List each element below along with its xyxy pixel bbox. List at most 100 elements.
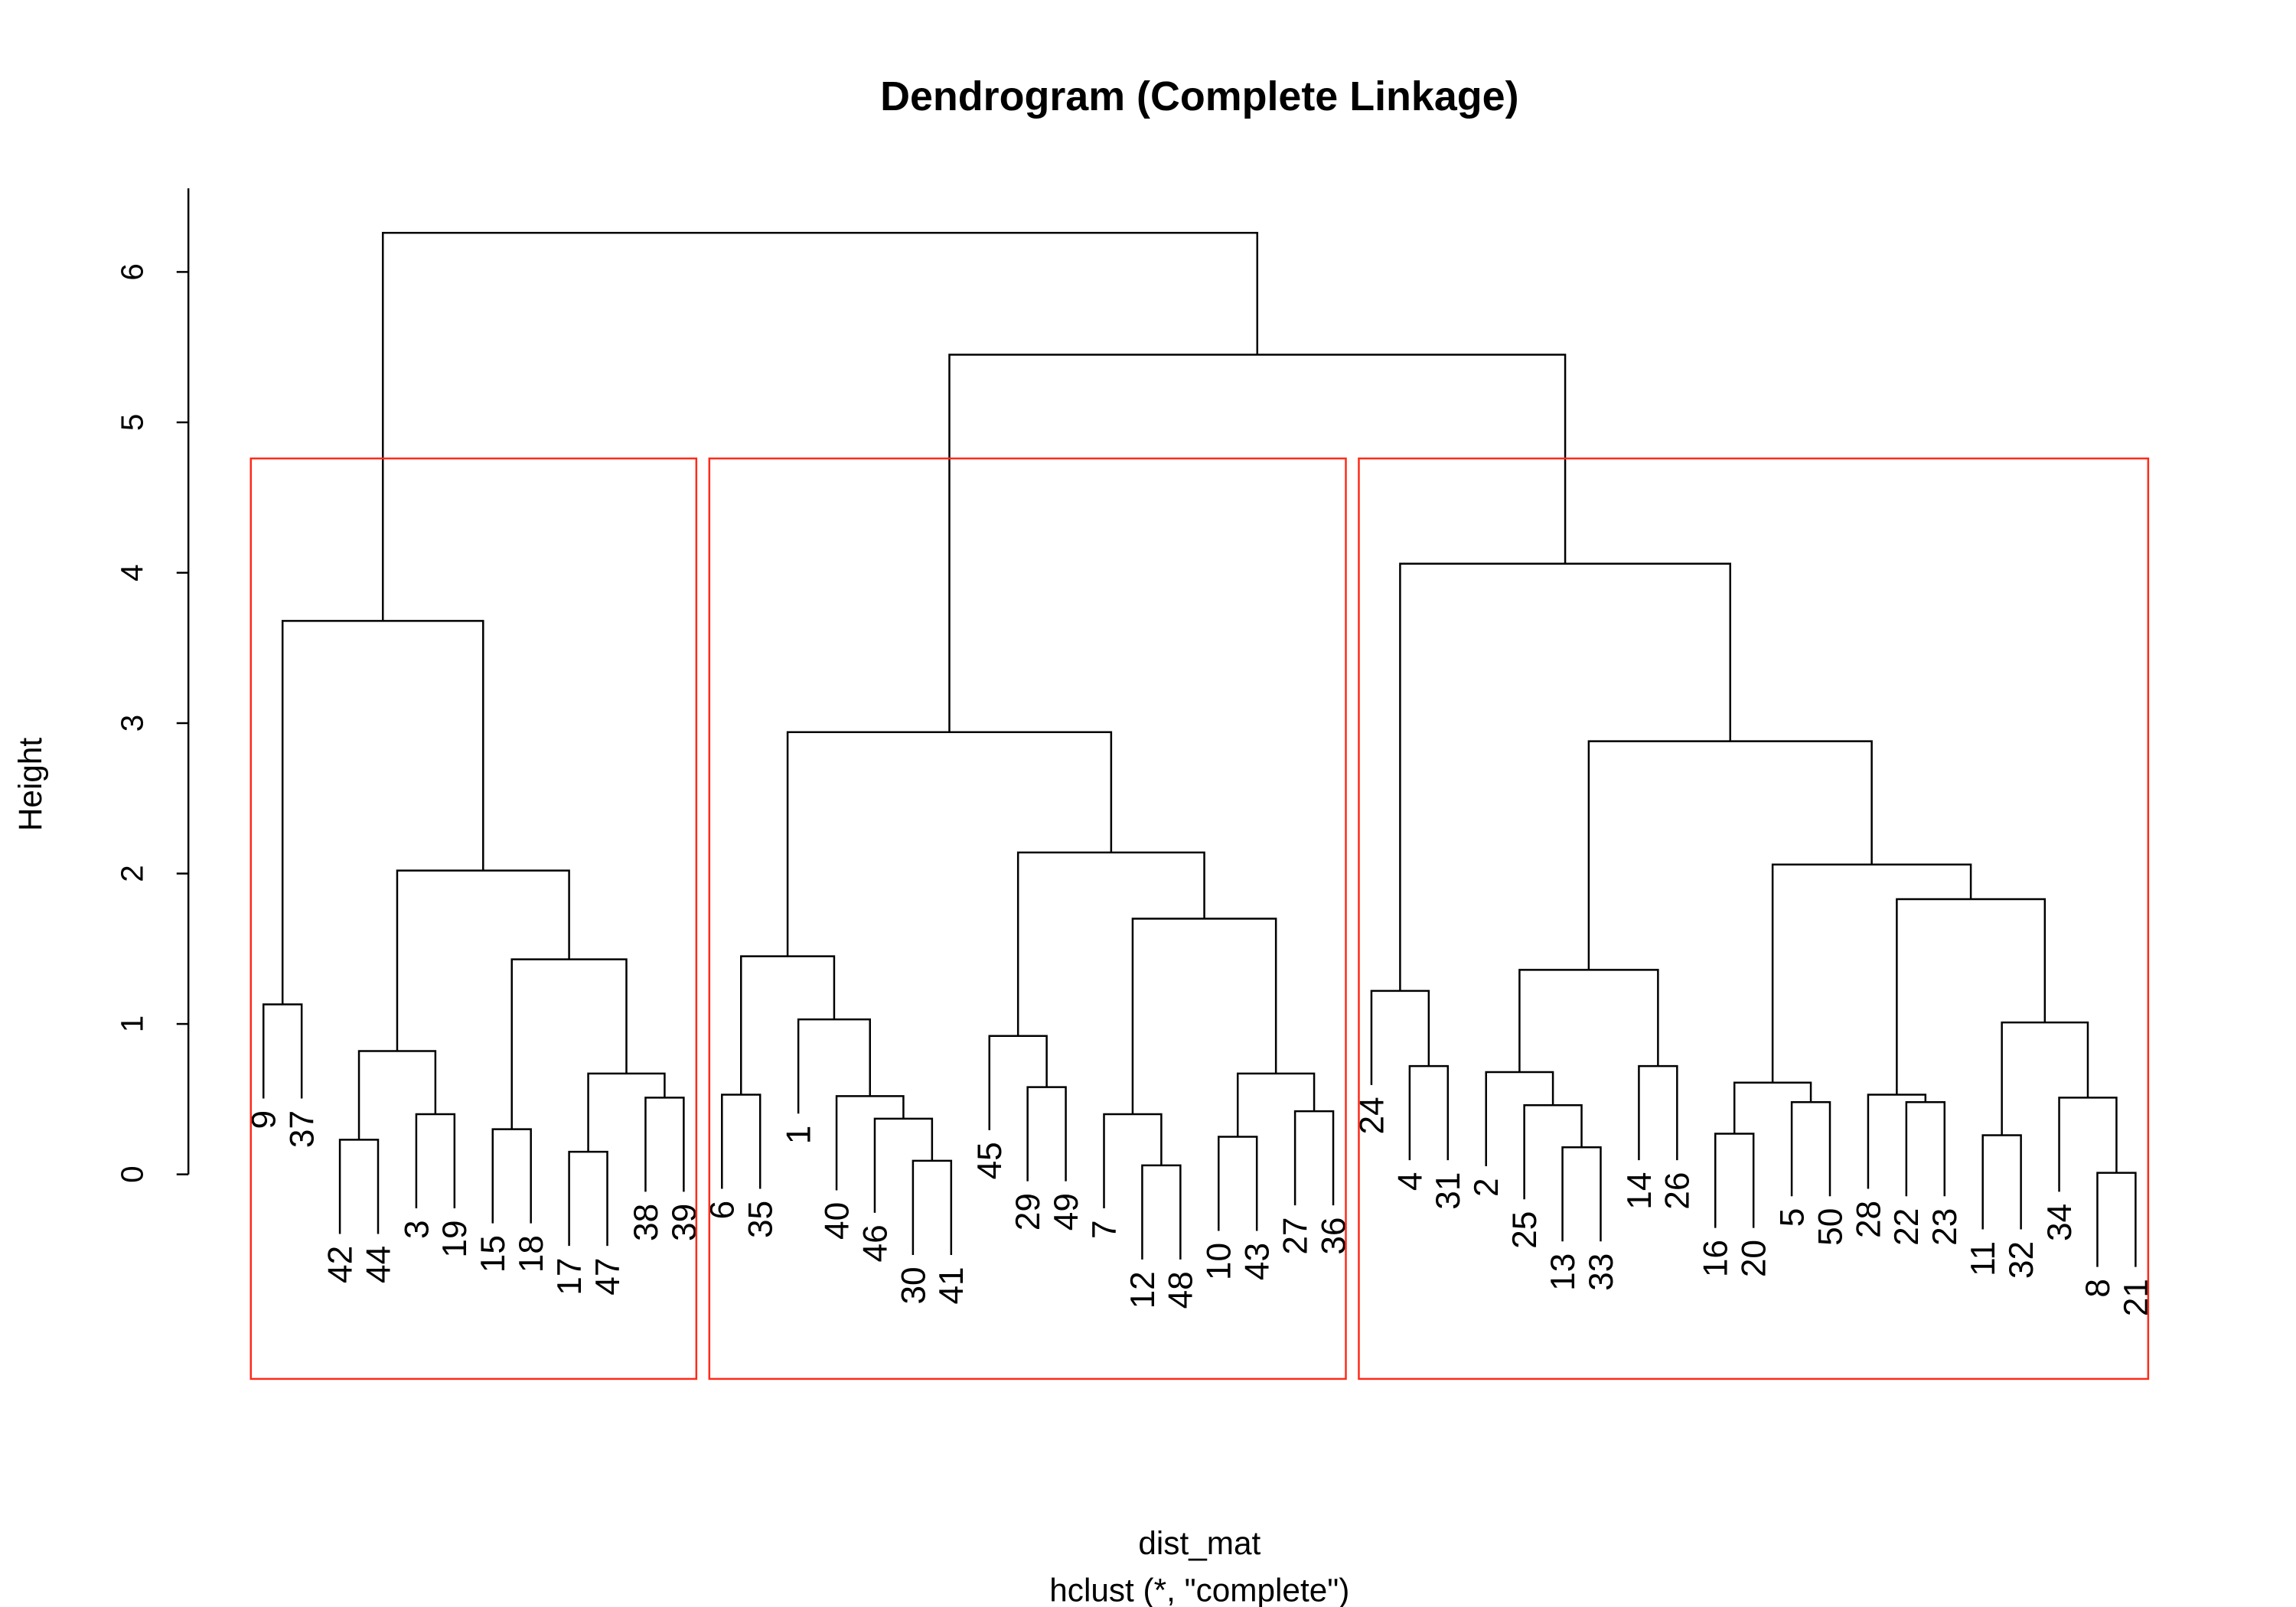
y-tick-label: 6 bbox=[115, 263, 150, 280]
merge-link bbox=[587, 1072, 666, 1152]
leaf-label: 34 bbox=[2041, 1204, 2079, 1241]
leaf-label: 31 bbox=[1430, 1172, 1467, 1210]
leaf-label: 48 bbox=[1163, 1271, 1200, 1309]
leaf-label: 35 bbox=[742, 1201, 780, 1238]
merge-link bbox=[1790, 1101, 1831, 1197]
merge-link bbox=[644, 1097, 685, 1192]
cluster-box bbox=[708, 457, 1347, 1380]
x-axis-sublabel: hclust (*, "complete") bbox=[1049, 1572, 1349, 1607]
merge-link bbox=[835, 1095, 905, 1191]
leaf-label: 43 bbox=[1239, 1243, 1277, 1280]
leaf-label: 50 bbox=[1812, 1208, 1849, 1246]
leaf-label: 27 bbox=[1277, 1217, 1314, 1254]
merge-link bbox=[2001, 1021, 2089, 1136]
leaf-label: 25 bbox=[1506, 1211, 1544, 1249]
leaf-label: 44 bbox=[360, 1246, 397, 1283]
leaf-label: 20 bbox=[1736, 1240, 1773, 1277]
merge-link bbox=[381, 232, 1259, 621]
merge-link bbox=[1016, 851, 1205, 1036]
leaf-label: 22 bbox=[1888, 1208, 1926, 1246]
merge-link bbox=[510, 958, 628, 1129]
leaf-label: 2 bbox=[1468, 1178, 1505, 1197]
leaf-label: 30 bbox=[895, 1266, 932, 1304]
leaf-label: 8 bbox=[2079, 1279, 2117, 1298]
leaf-label: 41 bbox=[933, 1266, 970, 1304]
leaf-label: 40 bbox=[818, 1202, 856, 1240]
merge-link bbox=[262, 1003, 303, 1099]
merge-link bbox=[281, 620, 484, 1005]
leaf-label: 4 bbox=[1391, 1172, 1429, 1191]
merge-link bbox=[1896, 898, 2047, 1095]
merge-link bbox=[1587, 740, 1873, 970]
cluster-box bbox=[249, 457, 698, 1380]
leaf-label: 17 bbox=[551, 1258, 589, 1296]
leaf-label: 18 bbox=[513, 1235, 550, 1273]
leaf-label: 38 bbox=[628, 1204, 665, 1241]
merge-link bbox=[1370, 989, 1430, 1085]
leaf-label: 45 bbox=[971, 1142, 1009, 1179]
dendrogram-tree bbox=[262, 232, 2137, 1267]
merge-link bbox=[2096, 1172, 2137, 1267]
merge-link bbox=[1905, 1101, 1946, 1197]
y-tick-label: 1 bbox=[115, 1015, 150, 1032]
merge-link bbox=[1518, 969, 1659, 1072]
leaf-label: 16 bbox=[1698, 1240, 1735, 1277]
leaf-label: 21 bbox=[2118, 1279, 2155, 1316]
leaf-label: 32 bbox=[2003, 1241, 2040, 1279]
merge-link bbox=[912, 1159, 953, 1255]
y-tick-label: 4 bbox=[115, 564, 150, 581]
leaf-label: 28 bbox=[1850, 1201, 1887, 1238]
merge-link bbox=[1561, 1146, 1602, 1242]
merge-link bbox=[740, 955, 836, 1095]
merge-link bbox=[721, 1094, 762, 1189]
x-axis-label: dist_mat bbox=[1138, 1525, 1261, 1561]
merge-link bbox=[1771, 863, 1972, 1083]
leaf-label: 29 bbox=[1009, 1193, 1047, 1231]
leaf-label: 36 bbox=[1315, 1217, 1352, 1254]
merge-link bbox=[797, 1018, 871, 1114]
merge-link bbox=[1714, 1133, 1755, 1228]
y-tick-label: 2 bbox=[115, 865, 150, 882]
merge-link bbox=[988, 1035, 1048, 1130]
merge-link bbox=[1981, 1134, 2022, 1230]
merge-link bbox=[948, 354, 1567, 732]
leaf-label: 23 bbox=[1926, 1208, 1964, 1246]
leaf-label: 19 bbox=[436, 1220, 474, 1257]
merge-link bbox=[1408, 1064, 1450, 1161]
merge-link bbox=[1867, 1094, 1927, 1189]
merge-link bbox=[1293, 1110, 1335, 1206]
chart-title: Dendrogram (Complete Linkage) bbox=[880, 73, 1518, 119]
y-tick-label: 0 bbox=[115, 1165, 150, 1182]
leaf-label: 42 bbox=[321, 1246, 359, 1283]
merge-link bbox=[1131, 918, 1277, 1114]
leaf-label: 47 bbox=[589, 1258, 627, 1296]
merge-link bbox=[491, 1128, 532, 1224]
leaf-label: 46 bbox=[856, 1224, 894, 1262]
merge-link bbox=[1103, 1113, 1163, 1209]
leaf-label: 5 bbox=[1773, 1208, 1811, 1227]
merge-link bbox=[2058, 1097, 2118, 1192]
merge-link bbox=[1026, 1086, 1067, 1182]
merge-link bbox=[568, 1150, 608, 1247]
leaf-label: 14 bbox=[1621, 1172, 1658, 1210]
y-tick-label: 3 bbox=[115, 715, 150, 732]
merge-link bbox=[1523, 1103, 1583, 1200]
merge-link bbox=[357, 1050, 437, 1140]
leaf-label: 13 bbox=[1544, 1253, 1582, 1291]
cluster-box bbox=[1358, 457, 2150, 1380]
merge-link bbox=[1638, 1064, 1678, 1161]
leaf-label: 12 bbox=[1124, 1271, 1162, 1309]
leaf-label: 39 bbox=[666, 1204, 703, 1241]
y-axis: 0 1 2 3 4 5 6 bbox=[115, 188, 190, 1183]
leaf-label: 37 bbox=[284, 1110, 321, 1148]
leaf-label: 11 bbox=[1965, 1241, 2002, 1276]
merge-link bbox=[1485, 1071, 1554, 1167]
merge-link bbox=[1141, 1164, 1182, 1260]
leaf-label: 15 bbox=[475, 1235, 512, 1273]
y-axis-label: Height bbox=[12, 738, 48, 832]
leaf-label: 49 bbox=[1048, 1193, 1085, 1231]
merge-link bbox=[1399, 562, 1731, 991]
merge-link bbox=[1218, 1136, 1258, 1231]
